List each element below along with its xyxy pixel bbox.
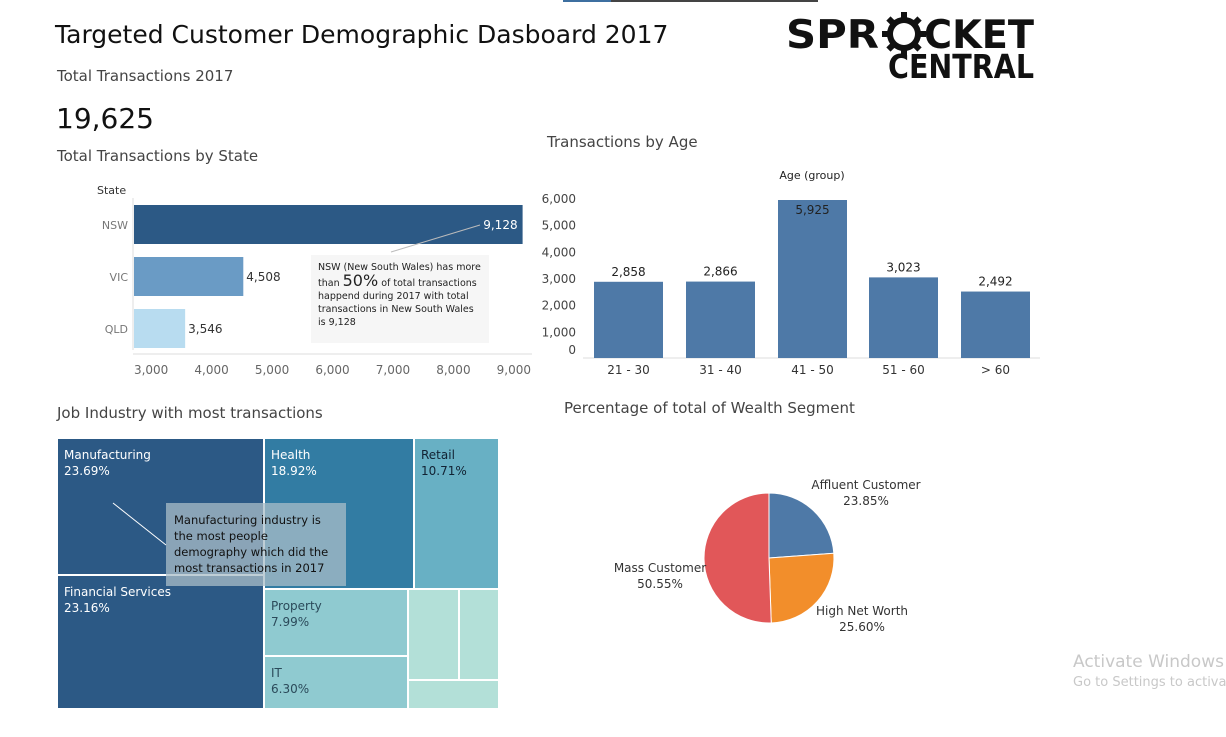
age-value-3: 3,023 [886,260,920,274]
age-tick-6000: 6,000 [542,192,576,206]
pie-slice-high-net-worth [768,552,835,624]
age-tick-4000: 4,000 [542,245,576,259]
industry-annotation: Manufacturing industry is the most peopl… [166,503,346,586]
state-tick-7000: 7,000 [376,363,410,377]
treemap-cell-percent: 23.16% [64,601,110,615]
treemap-cell-property[interactable]: Property 7.99% [264,589,408,656]
state-bar-vic [134,257,244,296]
age-bar-1 [686,281,755,358]
logo-text-left: SPR [786,13,879,58]
state-annotation: NSW (New South Wales) has more than 50% … [311,255,489,343]
state-tick-9000: 9,000 [497,363,531,377]
total-transactions-value: 19,625 [56,102,154,135]
state-annotation-pre: NSW (New South Wales) has more than [318,262,481,289]
sprocket-gear-icon [882,12,926,56]
age-label-4: > 60 [981,363,1010,377]
top-scrollbar[interactable] [563,0,818,2]
state-label-qld: QLD [105,323,128,336]
treemap-cell-name: Health [271,448,311,462]
treemap-cell-name: Retail [421,448,455,462]
age-value-4: 2,492 [978,275,1012,289]
treemap-cell-percent: 10.71% [421,464,467,478]
state-annotation-post: of total transactions happend during 201… [318,278,477,328]
treemap-cell-name: Property [271,599,322,613]
age-bar-2 [778,200,847,358]
watermark-line2: Go to Settings to activa [1073,675,1226,690]
treemap-cell-percent: 23.69% [64,464,110,478]
wealth-pie-chart[interactable]: Affluent Customer 23.85% High Net Worth 25.… [560,420,980,650]
state-bar-nsw [134,205,523,244]
treemap-cell-minor-1[interactable] [459,589,499,680]
pie-label-mass-customer: Mass Customer [614,561,706,575]
industry-chart-title: Job Industry with most transactions [57,404,323,422]
age-value-2: 5,925 [795,203,829,217]
age-axis-header: Age (group) [779,169,844,182]
pie-percent-high-net-worth: 25.60% [839,620,885,634]
state-value-vic: 4,508 [246,270,280,284]
age-label-0: 21 - 30 [607,363,650,377]
treemap-cell-retail[interactable]: Retail 10.71% [414,438,499,589]
pie-label-affluent-customer: Affluent Customer [811,478,920,492]
state-tick-6000: 6,000 [315,363,349,377]
state-tick-4000: 4,000 [194,363,228,377]
age-value-1: 2,866 [703,265,737,279]
age-value-0: 2,858 [611,265,645,279]
logo-text-right: CKET [924,13,1034,58]
watermark-line1: Activate Windows [1073,652,1224,672]
state-label-nsw: NSW [102,219,128,232]
age-tick-3000: 3,000 [542,272,576,286]
state-axis-header: State [97,184,126,197]
pie-slice-affluent-customer [768,492,835,559]
state-annotation-line [390,224,481,253]
state-value-nsw: 9,128 [483,218,517,232]
pie-label-high-net-worth: High Net Worth [816,604,908,618]
pie-percent-affluent-customer: 23.85% [843,494,889,508]
age-bar-chart[interactable]: Age (group) 0 1,000 2,000 3,000 4,000 5,000 6,0… [535,160,1055,385]
state-tick-3000: 3,000 [134,363,168,377]
state-chart-title: Total Transactions by State [57,147,259,165]
dashboard-title: Targeted Customer Demographic Dasboard 2… [55,20,669,49]
age-bar-0 [594,281,663,358]
activate-windows-watermark: Activate Windows Go to Settings to activ… [1073,652,1226,690]
age-tick-0: 0 [568,343,576,357]
state-label-vic: VIC [110,271,129,284]
pie-percent-mass-customer: 50.55% [637,577,683,591]
wealth-chart-title: Percentage of total of Wealth Segment [564,399,855,417]
treemap-cell-minor-0[interactable] [408,589,459,680]
age-bar-3 [869,277,938,358]
age-label-2: 41 - 50 [791,363,834,377]
treemap-cell-minor-2[interactable] [408,680,499,709]
treemap-cell-percent: 7.99% [271,615,310,629]
age-chart-title: Transactions by Age [547,133,698,151]
age-label-3: 51 - 60 [882,363,925,377]
top-scrollbar-thumb[interactable] [563,0,611,2]
age-bar-4 [961,291,1030,358]
industry-treemap[interactable]: Manufacturing 23.69% Financial Services 23.… [57,438,499,709]
treemap-cell-percent: 18.92% [271,464,317,478]
treemap-cell-financial-services[interactable]: Financial Services 23.16% [57,575,264,709]
treemap-annotation-line [112,502,167,546]
state-tick-5000: 5,000 [255,363,289,377]
state-tick-8000: 8,000 [436,363,470,377]
logo-text-central: CENTRAL [888,47,1034,80]
age-tick-2000: 2,000 [542,299,576,313]
state-value-qld: 3,546 [188,322,222,336]
state-bar-qld [134,309,186,348]
total-transactions-label: Total Transactions 2017 [57,67,234,85]
treemap-cell-it[interactable]: IT 6.30% [264,656,408,709]
state-annotation-percent: 50% [342,271,379,290]
treemap-cell-name: IT [271,666,282,680]
state-bar-chart[interactable]: State NSW 9,128 VIC 4,508 QLD 3,546 3,000 4,000 5… [80,178,540,383]
age-label-1: 31 - 40 [699,363,742,377]
treemap-cell-name: Manufacturing [64,448,151,462]
age-tick-1000: 1,000 [542,325,576,339]
age-tick-5000: 5,000 [542,219,576,233]
sprocket-central-logo: SPR CKET CENTRAL [786,12,1034,80]
treemap-cell-percent: 6.30% [271,682,310,696]
pie-slice-mass-customer [703,492,772,624]
treemap-cell-name: Financial Services [64,585,171,599]
